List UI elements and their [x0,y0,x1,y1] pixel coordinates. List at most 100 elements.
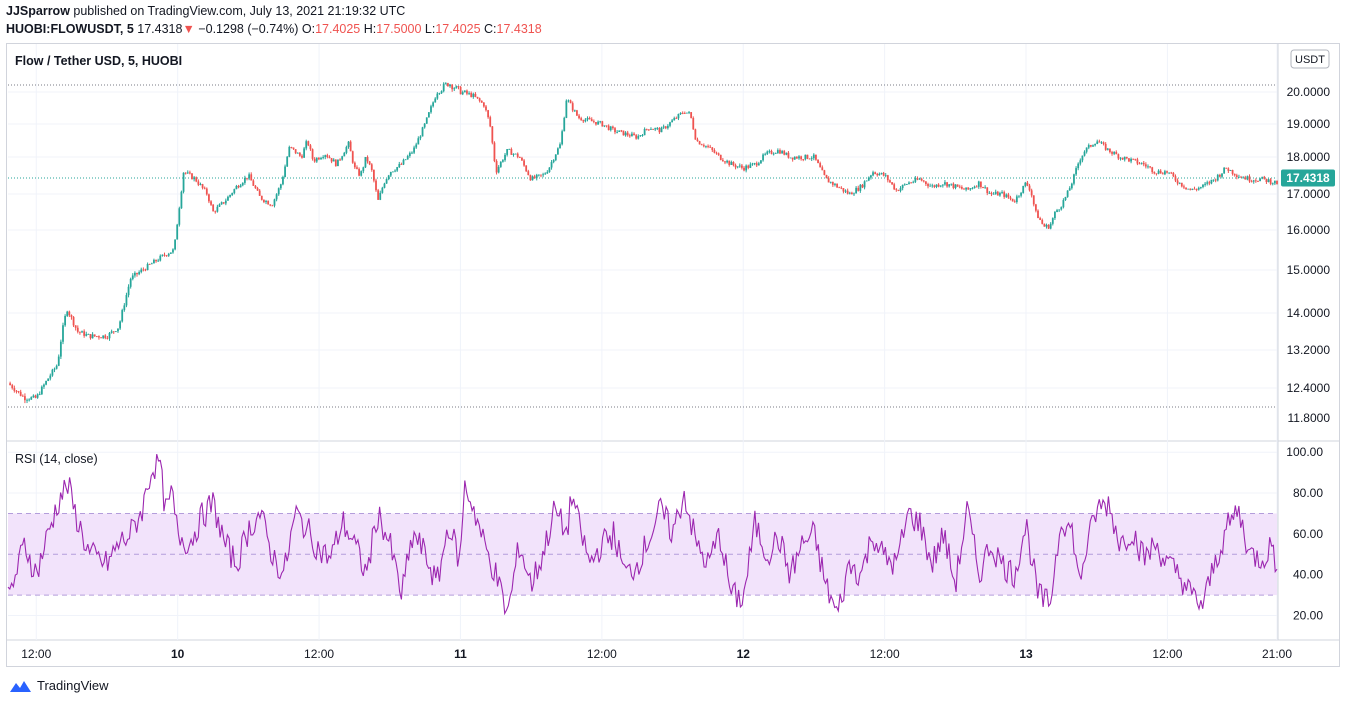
high-label: H: [363,22,377,36]
candle-body [728,160,731,165]
candle-body [89,334,92,339]
candle-body [279,184,282,189]
tradingview-logo[interactable]: TradingView [7,678,109,693]
time-tick-label: 11 [454,647,467,661]
candle-body [776,150,779,154]
candle-body [523,160,525,166]
candle-body [724,161,726,163]
candle-body [779,150,781,154]
candle-body [180,191,183,209]
candle-body [635,135,638,139]
candle-body [30,397,33,400]
candle-body [741,165,743,168]
candle-body [176,224,179,240]
currency-button[interactable] [1290,49,1330,69]
candle-body [1111,152,1113,154]
candle-body [827,178,830,183]
candle-body [611,126,614,129]
candle-body [161,254,164,256]
candle-body [453,88,456,90]
candle-body [686,112,688,114]
candle-body [489,117,492,127]
tradingview-cloud-icon [10,680,31,692]
candle-body [235,185,238,190]
candle-body [288,146,291,157]
candle-body [1248,176,1251,182]
candle-body [502,160,504,162]
candle-body [899,188,902,191]
open-value: 17.4025 [315,22,361,36]
candle-body [1130,158,1132,162]
candle-body [121,310,124,322]
candle-body [442,83,445,92]
time-tick-label: 12:00 [587,647,617,661]
candle-body [1123,156,1126,160]
candle-body [1242,177,1245,179]
rsi-pane-title: RSI (14, close) [15,452,98,466]
candle-body [1064,196,1067,201]
candle-body [476,96,479,99]
candle-body [504,154,506,161]
candle-body [1210,179,1213,184]
candle-body [762,154,764,161]
candle-body [506,149,509,155]
candle-body [751,163,754,165]
price-tick-label: 18.0000 [1287,150,1331,164]
candle-body [867,177,870,181]
candle-body [1221,173,1223,177]
candle-body [1168,172,1171,174]
candle-body [157,260,160,262]
candle-body [692,117,695,130]
candle-body [1092,145,1094,147]
candle-body [1085,147,1088,152]
candle-body [569,100,572,104]
candle-body [79,331,81,333]
candle-body [271,205,274,207]
candle-body [711,147,714,151]
candle-body [153,259,155,264]
candle-body [1081,155,1084,161]
candle-body [387,175,390,180]
candle-body [381,187,384,193]
candle-body [882,172,885,176]
candle-body [1134,158,1137,160]
candle-body [1147,166,1149,168]
candle-body [51,369,54,376]
candle-body [622,130,625,136]
candle-body [212,204,215,212]
author-name[interactable]: JJSparrow [6,4,70,18]
price-tick-label: 16.0000 [1287,223,1331,237]
change-value: −0.1298 (−0.74%) [198,22,299,36]
candle-body [425,117,428,124]
candle-body [74,325,77,328]
candle-body [1022,185,1025,193]
candle-body [910,182,913,184]
candle-body [688,112,690,113]
time-tick-label: 12:00 [1152,647,1182,661]
candle-body [1144,164,1147,167]
candle-body [645,128,648,130]
candle-body [908,182,910,185]
candle-body [402,159,405,165]
candle-body [406,156,409,160]
candle-body [123,305,126,311]
candle-body [62,325,64,342]
price-tick-label: 14.0000 [1287,306,1331,320]
candle-body [117,328,119,332]
candle-body [447,83,449,87]
candle-body [155,259,157,262]
candle-body [1037,210,1039,219]
candle-body [417,138,420,145]
candle-body [734,165,737,168]
open-label: O: [301,22,316,36]
candle-body [499,161,502,167]
low-value: 17.4025 [435,22,481,36]
candle-body [440,91,443,94]
candle-body [100,337,102,339]
candle-body [1034,204,1037,211]
candle-body [383,183,386,188]
candle-body [258,190,261,196]
candle-body [487,110,490,118]
candle-body [482,102,485,107]
